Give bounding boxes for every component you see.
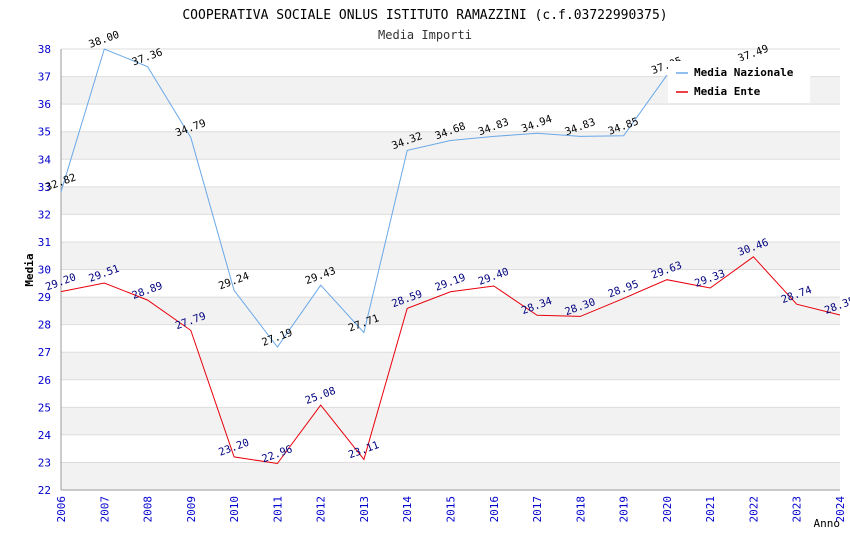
y-tick-label: 33 — [38, 181, 51, 194]
y-tick-label: 34 — [38, 153, 52, 166]
y-tick-label: 26 — [38, 374, 51, 387]
x-tick-label: 2013 — [358, 496, 371, 523]
plot-band — [61, 241, 840, 270]
y-tick-label: 22 — [38, 484, 51, 497]
legend: Media Nazionale Media Ente — [668, 61, 810, 103]
data-label: 27.19 — [260, 327, 294, 349]
x-tick-label: 2016 — [488, 496, 501, 523]
y-tick-label: 28 — [38, 319, 51, 332]
plot-band — [61, 186, 840, 215]
series-lines — [60, 49, 841, 465]
x-tick-label: 2006 — [55, 496, 68, 523]
data-label: 23.11 — [347, 439, 381, 461]
plot-band — [61, 131, 840, 160]
y-tick-label: 31 — [38, 236, 51, 249]
x-tick-label: 2007 — [98, 496, 111, 523]
series-line-1 — [60, 256, 841, 465]
x-tick-label: 2012 — [315, 496, 328, 523]
legend-box — [668, 61, 810, 103]
data-label: 37.36 — [130, 46, 164, 68]
chart-title: COOPERATIVA SOCIALE ONLUS ISTITUTO RAMAZ… — [182, 8, 667, 23]
data-label: 25.08 — [304, 385, 338, 407]
x-tick-label: 2024 — [834, 496, 847, 523]
plot-band — [61, 297, 840, 325]
plot-band — [61, 407, 840, 435]
legend-label-ente: Media Ente — [694, 85, 761, 98]
plot-band — [61, 352, 840, 380]
y-tick-label: 25 — [38, 401, 51, 414]
x-tick-label: 2020 — [661, 496, 674, 523]
plot-band — [61, 462, 840, 490]
x-tick-label: 2011 — [271, 496, 284, 523]
x-tick-label: 2009 — [185, 496, 198, 523]
y-axis-title: Media — [23, 253, 36, 286]
y-tick-label: 24 — [38, 429, 52, 442]
y-tick-label: 29 — [38, 291, 51, 304]
x-tick-label: 2014 — [401, 496, 414, 523]
x-tick-label: 2010 — [228, 496, 241, 523]
data-label: 29.33 — [693, 268, 727, 290]
x-tick-label: 2019 — [618, 496, 631, 523]
legend-label-nazionale: Media Nazionale — [694, 66, 794, 79]
x-tick-label: 2018 — [574, 496, 587, 523]
x-tick-label: 2017 — [531, 496, 544, 523]
x-tick-label: 2008 — [142, 496, 155, 523]
y-tick-label: 32 — [38, 208, 51, 221]
x-tick-label: 2021 — [704, 496, 717, 523]
data-label: 38.00 — [87, 29, 121, 51]
y-tick-label: 35 — [38, 126, 51, 139]
y-tick-label: 23 — [38, 456, 51, 469]
y-tick-label: 27 — [38, 346, 51, 359]
y-tick-label: 38 — [38, 43, 51, 56]
x-tick-label: 2023 — [791, 496, 804, 523]
x-tick-label: 2022 — [747, 496, 760, 523]
chart-subtitle: Media Importi — [378, 28, 472, 42]
y-tick-label: 37 — [38, 71, 51, 84]
x-tick-label: 2015 — [445, 496, 458, 523]
x-axis-title: Anno — [814, 517, 841, 530]
y-tick-label: 30 — [38, 264, 51, 277]
plot-bands — [61, 76, 840, 490]
axes: 22 23 24 25 26 27 28 29 30 31 32 33 34 35 36 37 38 2006 20… — [38, 43, 847, 523]
y-tick-label: 36 — [38, 98, 51, 111]
